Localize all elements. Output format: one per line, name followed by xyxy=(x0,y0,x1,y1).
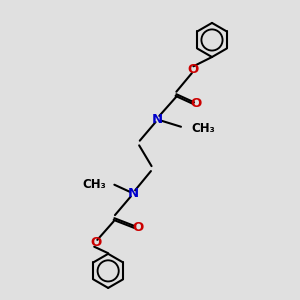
Text: O: O xyxy=(191,97,202,110)
Text: CH₃: CH₃ xyxy=(191,122,215,135)
Text: CH₃: CH₃ xyxy=(83,178,106,190)
Text: O: O xyxy=(188,63,199,76)
Text: O: O xyxy=(90,236,101,250)
Text: O: O xyxy=(132,221,143,234)
Text: N: N xyxy=(128,187,139,200)
Text: N: N xyxy=(152,112,163,125)
